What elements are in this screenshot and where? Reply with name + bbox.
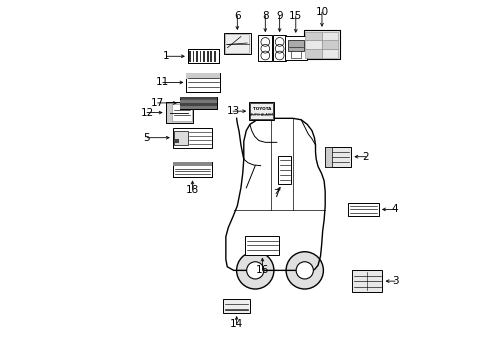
Text: 8: 8 xyxy=(262,11,268,21)
Text: 2: 2 xyxy=(362,152,368,162)
Text: 18: 18 xyxy=(185,185,199,195)
Bar xyxy=(321,40,337,49)
Bar xyxy=(225,35,249,53)
Bar xyxy=(198,50,199,62)
Bar xyxy=(186,73,220,92)
Circle shape xyxy=(246,262,264,279)
Text: 17: 17 xyxy=(151,98,164,108)
Bar xyxy=(324,147,350,167)
Bar xyxy=(290,51,301,58)
Bar xyxy=(186,73,220,92)
Bar xyxy=(172,162,212,177)
Bar xyxy=(180,107,216,109)
Bar xyxy=(187,49,218,63)
Bar xyxy=(186,73,220,79)
Bar xyxy=(321,32,337,40)
Bar xyxy=(324,147,331,167)
Bar xyxy=(172,104,192,121)
Bar xyxy=(165,102,192,123)
Text: 13: 13 xyxy=(226,106,239,116)
Text: 15: 15 xyxy=(288,11,302,21)
Bar xyxy=(203,50,204,62)
Bar xyxy=(213,50,215,62)
Bar xyxy=(187,49,218,63)
Text: TOYOTA: TOYOTA xyxy=(252,107,270,111)
Bar xyxy=(172,162,212,166)
Bar xyxy=(351,270,382,292)
Text: 10: 10 xyxy=(315,7,328,17)
Circle shape xyxy=(236,252,273,289)
Circle shape xyxy=(285,252,323,289)
Text: 6: 6 xyxy=(234,11,240,21)
Bar xyxy=(192,50,194,62)
Bar xyxy=(212,50,213,62)
Text: 4: 4 xyxy=(391,204,398,215)
Bar xyxy=(304,30,339,59)
Bar xyxy=(305,32,321,40)
Bar xyxy=(321,49,337,58)
Bar xyxy=(250,103,273,119)
Bar xyxy=(201,50,203,62)
Bar xyxy=(277,156,291,184)
Bar xyxy=(204,50,206,62)
Text: 7: 7 xyxy=(272,189,279,199)
Bar xyxy=(180,100,216,103)
Bar xyxy=(172,162,212,177)
Bar xyxy=(180,103,216,106)
Bar xyxy=(196,50,198,62)
Bar xyxy=(206,50,208,62)
Bar xyxy=(347,203,378,216)
Text: 5: 5 xyxy=(143,133,150,143)
Bar xyxy=(305,40,321,49)
Bar xyxy=(194,50,196,62)
Text: 3: 3 xyxy=(391,276,398,286)
Bar xyxy=(285,36,306,60)
Bar xyxy=(287,40,303,51)
Bar xyxy=(172,128,212,148)
Text: AUTO ALARM: AUTO ALARM xyxy=(249,113,273,117)
Bar xyxy=(190,50,192,62)
Bar xyxy=(180,96,217,109)
Bar xyxy=(224,33,250,54)
Bar xyxy=(304,30,339,59)
Bar xyxy=(199,50,201,62)
Bar xyxy=(208,50,210,62)
Bar xyxy=(249,102,274,120)
Bar xyxy=(189,50,190,62)
Bar xyxy=(210,50,212,62)
Text: 1: 1 xyxy=(163,51,169,61)
Bar xyxy=(223,300,249,313)
Circle shape xyxy=(296,262,313,279)
Bar xyxy=(258,35,271,61)
Bar xyxy=(180,97,216,99)
Text: 9: 9 xyxy=(276,11,283,21)
Text: 12: 12 xyxy=(140,108,153,118)
Text: 14: 14 xyxy=(229,319,243,329)
Bar xyxy=(272,35,286,61)
Bar xyxy=(245,236,279,255)
Bar xyxy=(174,131,187,145)
Bar xyxy=(180,96,217,109)
Bar xyxy=(175,139,179,143)
Text: 16: 16 xyxy=(255,265,268,275)
Text: 11: 11 xyxy=(156,77,169,87)
Bar xyxy=(305,49,321,58)
Bar xyxy=(215,50,217,62)
